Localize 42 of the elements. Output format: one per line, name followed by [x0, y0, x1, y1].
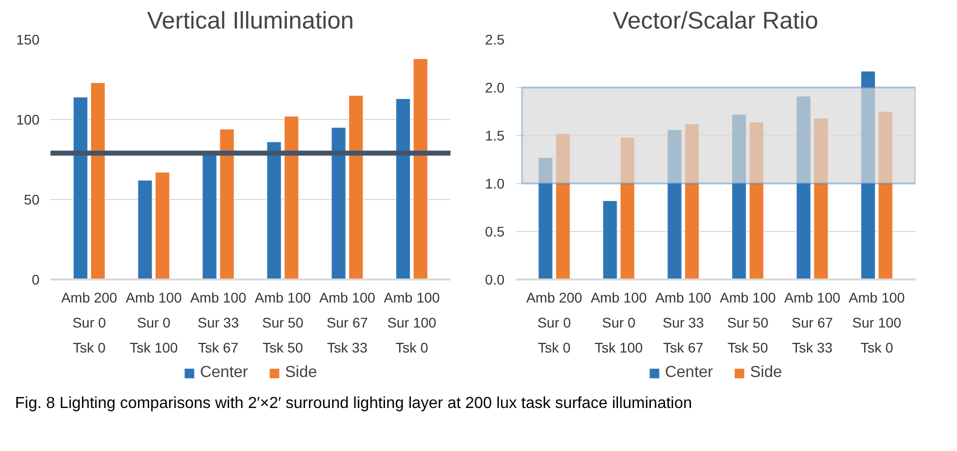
category-label: Amb 100 Sur 33 Tsk 67: [655, 290, 712, 356]
category-label: Amb 100 Sur 67 Tsk 33: [784, 290, 840, 356]
category-label: Amb 200 Sur 0 Tsk 0: [61, 290, 118, 356]
y-tick-label: 0.0: [485, 272, 505, 288]
bar: [348, 95, 364, 280]
bar: [413, 58, 428, 280]
y-tick-label: 1.5: [485, 128, 505, 144]
bar: [284, 116, 299, 280]
caption: Fig. 8 Lighting comparisons with 2′×2′ surround lighting layer at 200 lux task surface illumination: [15, 394, 692, 414]
bar: [266, 142, 282, 280]
bar: [396, 98, 410, 280]
bar: [220, 128, 234, 280]
category-label: Amb 200 Sur 0 Tsk 0: [526, 290, 582, 356]
chart-title: Vertical Illumination: [147, 8, 354, 34]
legend-label: Side: [285, 364, 318, 382]
chart-title: Vector/Scalar Ratio: [612, 8, 818, 34]
bar: [331, 127, 346, 280]
legend-label: Side: [750, 364, 782, 382]
category-label: Amb 100 Sur 67 Tsk 33: [319, 290, 376, 356]
bar: [138, 180, 152, 280]
category-label: Amb 100 Sur 100 Tsk 0: [384, 290, 440, 356]
category-label: Amb 100 Sur 0 Tsk 100: [590, 290, 647, 356]
y-tick-label: 150: [16, 32, 40, 48]
bar: [90, 82, 106, 280]
y-tick-label: 2.5: [485, 32, 505, 48]
y-tick-label: 50: [24, 192, 40, 208]
bar: [73, 96, 88, 280]
bar: [602, 200, 618, 280]
category-label: Amb 100 Sur 0 Tsk 100: [126, 290, 182, 356]
category-label: Amb 100 Sur 50 Tsk 50: [720, 290, 776, 356]
category-label: Amb 100 Sur 100 Tsk 0: [848, 290, 905, 356]
bar: [155, 172, 170, 280]
y-tick-label: 0.5: [485, 224, 505, 240]
legend-label: Center: [664, 364, 713, 382]
y-tick-label: 0: [32, 272, 40, 288]
legend-label: Center: [200, 364, 248, 382]
bar: [202, 154, 217, 280]
y-tick-label: 2.0: [485, 80, 505, 96]
y-tick-label: 100: [16, 112, 40, 128]
y-tick-label: 1.0: [485, 176, 505, 192]
category-label: Amb 100 Sur 50 Tsk 50: [254, 290, 311, 356]
category-label: Amb 100 Sur 33 Tsk 67: [190, 290, 246, 356]
